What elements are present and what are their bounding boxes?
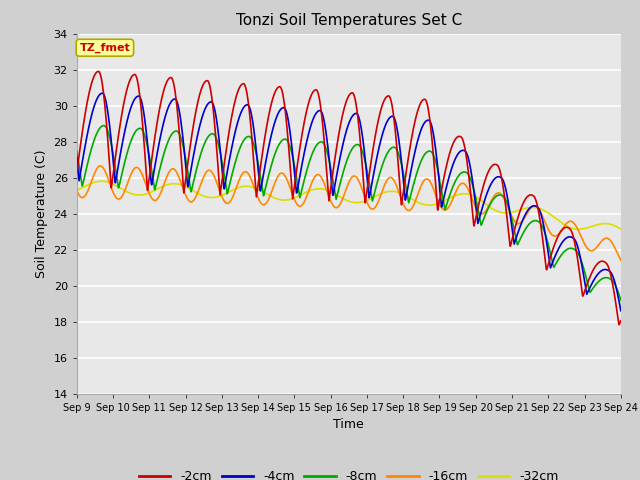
Legend: -2cm, -4cm, -8cm, -16cm, -32cm: -2cm, -4cm, -8cm, -16cm, -32cm xyxy=(134,465,564,480)
Text: TZ_fmet: TZ_fmet xyxy=(79,43,131,53)
Title: Tonzi Soil Temperatures Set C: Tonzi Soil Temperatures Set C xyxy=(236,13,462,28)
Y-axis label: Soil Temperature (C): Soil Temperature (C) xyxy=(35,149,48,278)
X-axis label: Time: Time xyxy=(333,418,364,431)
